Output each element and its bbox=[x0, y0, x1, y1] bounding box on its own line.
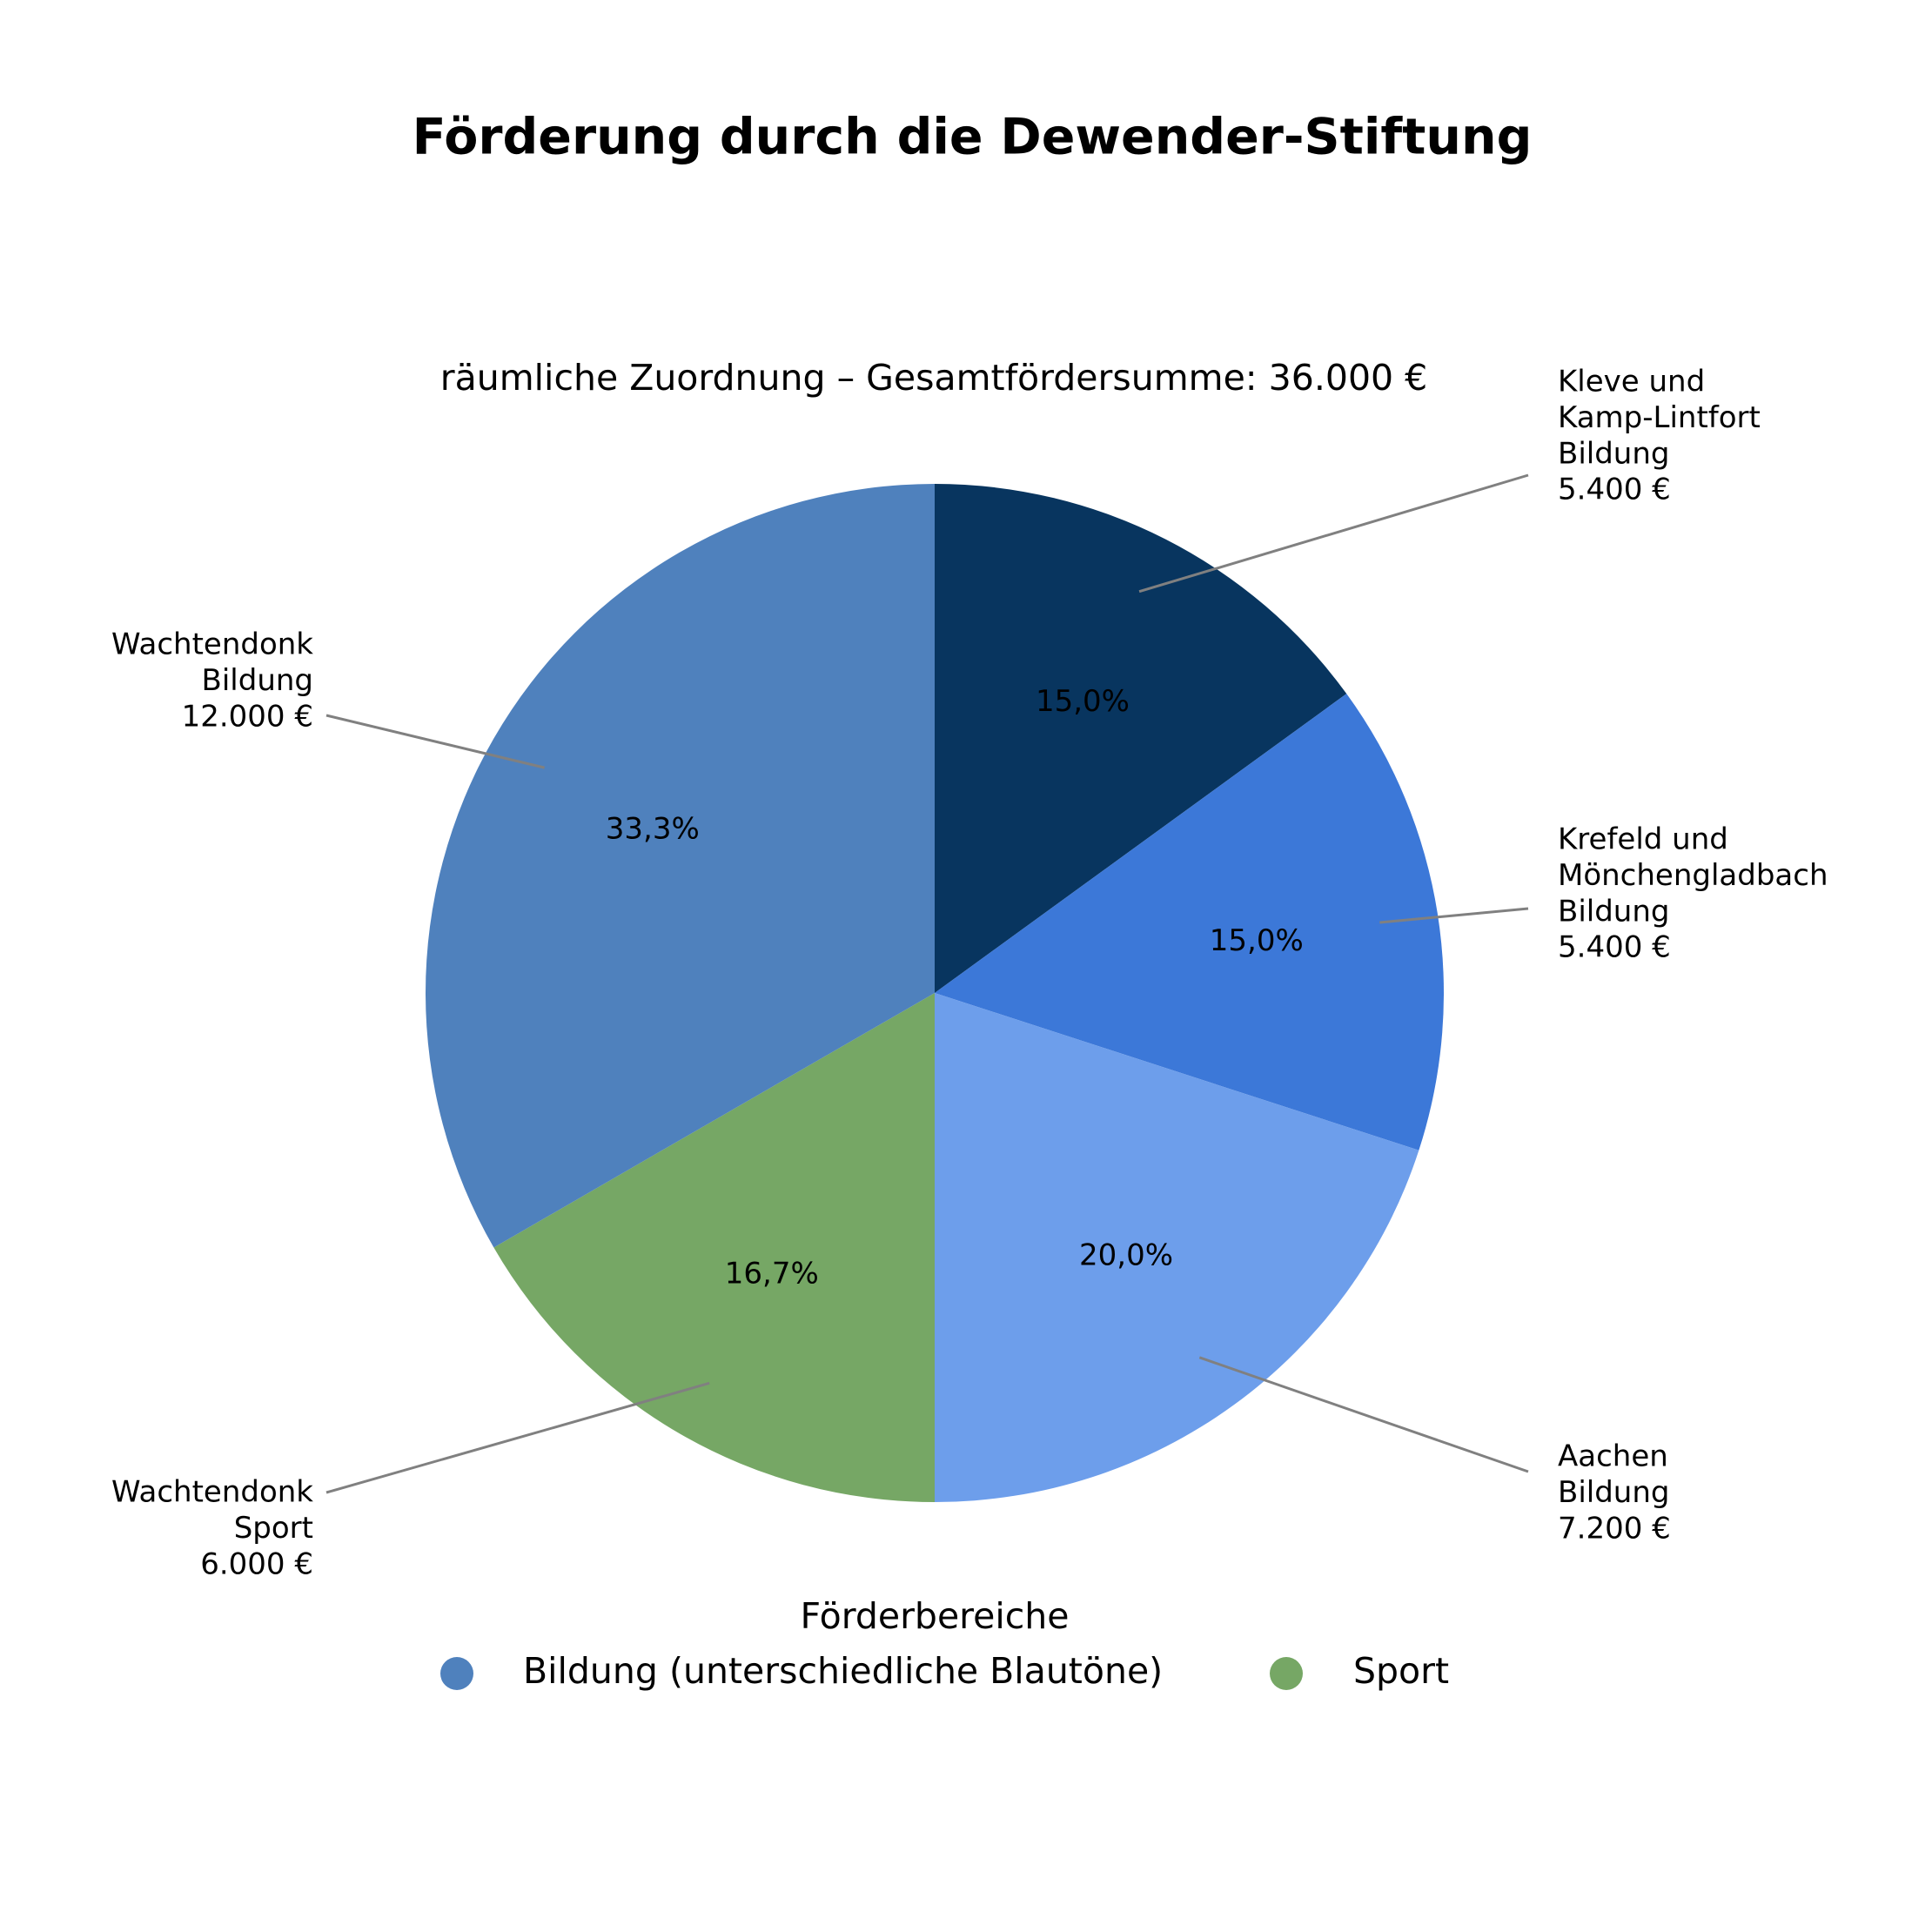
pie-slice bbox=[493, 993, 935, 1502]
pie-slice bbox=[935, 484, 1347, 993]
pie-slice bbox=[935, 993, 1419, 1502]
slice-label: Wachtendonk bbox=[111, 627, 313, 662]
slice-label: 6.000 € bbox=[200, 1546, 313, 1581]
leader-line bbox=[325, 1381, 710, 1494]
slice-label: Wachtendonk bbox=[111, 1475, 313, 1510]
slice-label: 7.200 € bbox=[1558, 1511, 1671, 1546]
pie-slice bbox=[426, 484, 935, 1248]
percent-label: 15,0% bbox=[1036, 684, 1130, 719]
legend-marker bbox=[1270, 1657, 1303, 1690]
slice-label: Mönchengladbach bbox=[1558, 858, 1828, 893]
chart-subtitle: räumliche Zuordnung – Gesamtfördersumme:… bbox=[440, 357, 1427, 399]
percent-label: 33,3% bbox=[606, 811, 700, 846]
percent-label: 20,0% bbox=[1079, 1238, 1173, 1272]
legend-label: Bildung (unterschiedliche Blautöne) bbox=[523, 1650, 1163, 1692]
slice-label: Bildung bbox=[1558, 436, 1669, 471]
legend-title: Förderbereiche bbox=[800, 1595, 1069, 1637]
percent-label: 15,0% bbox=[1210, 923, 1304, 958]
pie-slice bbox=[935, 694, 1444, 1150]
slice-label: Kamp-Lintfort bbox=[1558, 400, 1761, 435]
chart-title: Förderung durch die Dewender-Stiftung bbox=[413, 109, 1533, 166]
slice-label: Kleve und bbox=[1558, 365, 1705, 399]
legend-label: Sport bbox=[1353, 1650, 1449, 1692]
leader-line bbox=[325, 714, 545, 769]
leader-line bbox=[1379, 907, 1529, 924]
slice-label: Sport bbox=[234, 1511, 313, 1546]
slice-label: Aachen bbox=[1558, 1439, 1668, 1474]
leader-line bbox=[1138, 473, 1529, 594]
leader-line bbox=[1198, 1356, 1529, 1473]
slice-label: 5.400 € bbox=[1558, 930, 1671, 965]
percent-label: 16,7% bbox=[725, 1257, 819, 1291]
slice-label: Bildung bbox=[1558, 1475, 1669, 1510]
legend-marker bbox=[440, 1657, 473, 1690]
slice-label: 5.400 € bbox=[1558, 473, 1671, 507]
slice-label: Bildung bbox=[1558, 894, 1669, 929]
slice-label: Krefeld und bbox=[1558, 822, 1728, 857]
slice-label: 12.000 € bbox=[182, 699, 313, 734]
slice-label: Bildung bbox=[202, 663, 313, 698]
